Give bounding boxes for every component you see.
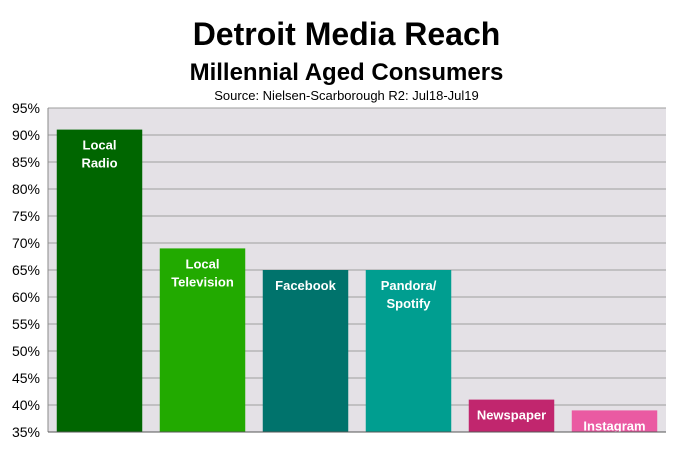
y-tick-label: 55% bbox=[12, 316, 40, 332]
bar bbox=[159, 248, 246, 432]
bar bbox=[56, 129, 143, 432]
bar-label: Facebook bbox=[275, 278, 336, 293]
bar bbox=[468, 399, 555, 432]
y-tick-label: 75% bbox=[12, 208, 40, 224]
bar-label: Pandora/Spotify bbox=[381, 278, 437, 311]
y-tick-label: 35% bbox=[12, 424, 40, 440]
y-tick-label: 65% bbox=[12, 262, 40, 278]
bar-label: Local Radio bbox=[81, 138, 117, 171]
bar bbox=[262, 270, 349, 432]
y-tick-label: 80% bbox=[12, 181, 40, 197]
y-tick-label: 45% bbox=[12, 370, 40, 386]
bar bbox=[365, 270, 452, 432]
y-tick-label: 70% bbox=[12, 235, 40, 251]
y-tick-label: 85% bbox=[12, 154, 40, 170]
chart-source: Source: Nielsen-Scarborough R2: Jul18-Ju… bbox=[214, 88, 479, 103]
chart-subtitle: Millennial Aged Consumers bbox=[189, 59, 504, 86]
y-tick-label: 95% bbox=[12, 100, 40, 116]
y-tick-label: 50% bbox=[12, 343, 40, 359]
y-tick-label: 60% bbox=[12, 289, 40, 305]
y-tick-label: 40% bbox=[12, 397, 40, 413]
bar-label: Newspaper bbox=[477, 408, 546, 423]
bar-label: Instagram bbox=[583, 418, 645, 433]
chart-title: Detroit Media Reach bbox=[192, 16, 501, 52]
bar-label: Local Television bbox=[171, 256, 234, 289]
bar bbox=[571, 410, 658, 432]
y-tick-label: 90% bbox=[12, 127, 40, 143]
